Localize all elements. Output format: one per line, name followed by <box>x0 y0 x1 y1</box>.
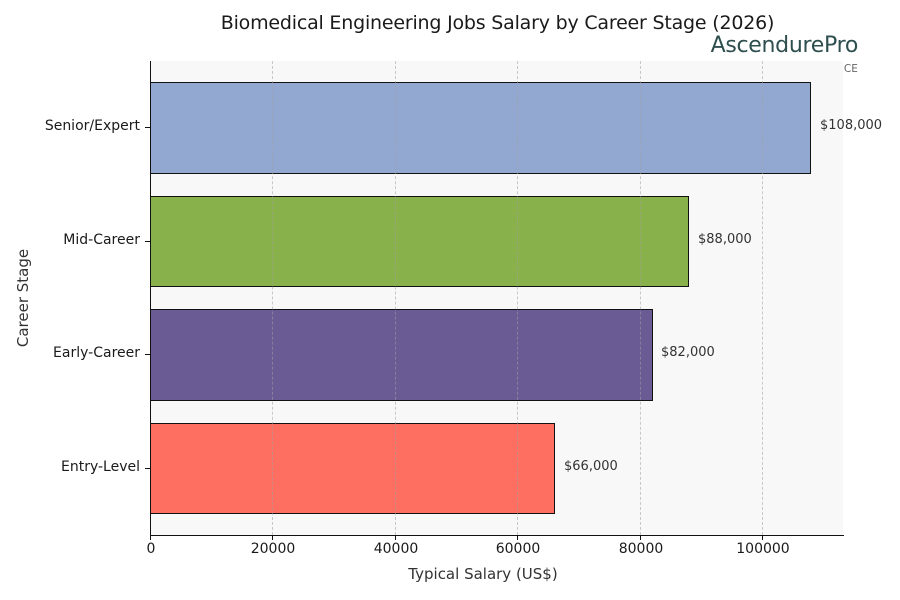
gridline <box>640 61 641 535</box>
y-axis-line <box>150 61 151 536</box>
x-tick-label: 60000 <box>495 541 541 557</box>
bar-mid-career <box>150 196 689 287</box>
y-tick-label: Senior/Expert <box>44 118 140 134</box>
x-tick <box>272 535 273 540</box>
x-tick-label: 20000 <box>250 541 296 557</box>
value-label: $108,000 <box>820 118 883 133</box>
x-tick <box>150 535 151 540</box>
bar-senior-expert <box>150 82 811 174</box>
x-tick-label: 100000 <box>736 541 790 557</box>
y-tick <box>145 127 150 128</box>
bar-entry-level <box>150 423 555 514</box>
y-tick <box>145 354 150 355</box>
gridline <box>517 61 518 535</box>
bar-early-career <box>150 309 653 401</box>
x-axis-line <box>150 535 844 536</box>
y-tick <box>145 241 150 242</box>
y-tick <box>145 468 150 469</box>
value-label: $82,000 <box>661 345 715 360</box>
y-tick-label: Mid-Career <box>63 232 140 248</box>
x-tick-label: 80000 <box>618 541 664 557</box>
y-tick-label: Entry-Level <box>60 459 140 475</box>
chart-title: Biomedical Engineering Jobs Salary by Ca… <box>220 12 775 34</box>
x-tick-label: 0 <box>146 541 156 557</box>
x-tick-label: 40000 <box>373 541 419 557</box>
x-tick <box>640 535 641 540</box>
brand-name: AscendurePro <box>710 33 859 58</box>
gridline <box>762 61 763 535</box>
x-axis-title: Typical Salary (US$) <box>408 565 558 583</box>
gridline <box>395 61 396 535</box>
y-tick-label: Early-Career <box>53 345 140 361</box>
y-axis-title: Career Stage <box>14 248 32 348</box>
x-tick <box>762 535 763 540</box>
x-tick <box>517 535 518 540</box>
x-tick <box>395 535 396 540</box>
gridline <box>272 61 273 535</box>
value-label: $88,000 <box>698 232 752 247</box>
value-label: $66,000 <box>564 459 618 474</box>
